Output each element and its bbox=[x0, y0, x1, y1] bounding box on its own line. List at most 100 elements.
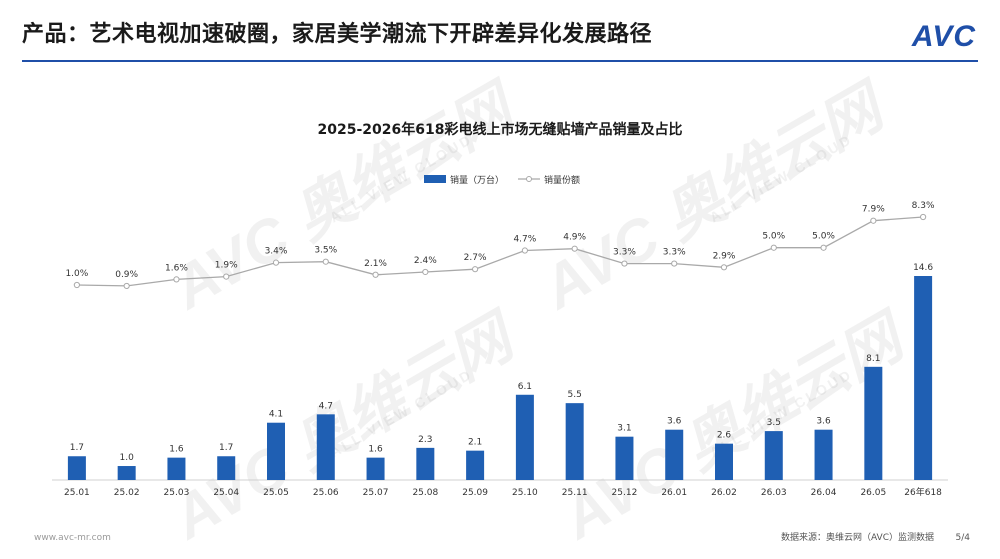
x-tick-label: 25.06 bbox=[313, 488, 339, 498]
bar-data-label: 4.1 bbox=[269, 410, 283, 420]
share-point bbox=[123, 282, 130, 290]
bar bbox=[366, 457, 385, 480]
avc-logo: AVC bbox=[911, 20, 976, 53]
x-tick-label: 25.08 bbox=[412, 488, 438, 498]
legend-line-marker bbox=[526, 176, 532, 182]
share-data-label: 7.9% bbox=[862, 205, 885, 215]
bar bbox=[665, 429, 684, 480]
share-data-label: 3.3% bbox=[613, 248, 636, 258]
x-tick-label: 25.02 bbox=[114, 488, 140, 498]
share-point bbox=[920, 213, 927, 221]
legend: 销量（万台） 销量份额 bbox=[424, 174, 580, 186]
legend-line-label: 销量份额 bbox=[544, 174, 580, 186]
share-data-label: 1.0% bbox=[65, 269, 88, 279]
x-tick-label: 25.10 bbox=[512, 488, 538, 498]
footer-website: www.avc-mr.com bbox=[34, 533, 111, 543]
share-point bbox=[521, 247, 528, 254]
bar-data-label: 14.6 bbox=[913, 263, 933, 273]
bar bbox=[316, 414, 335, 480]
share-data-label: 0.9% bbox=[115, 270, 138, 280]
share-data-label: 1.6% bbox=[165, 263, 188, 273]
bar bbox=[615, 436, 634, 480]
x-tick-label: 25.11 bbox=[562, 488, 588, 498]
x-tick-label: 25.03 bbox=[164, 488, 190, 498]
bar-data-label: 3.6 bbox=[816, 417, 831, 427]
bar bbox=[167, 457, 186, 480]
bar-data-label: 2.6 bbox=[717, 431, 732, 441]
legend-bar-swatch bbox=[424, 175, 446, 183]
x-tick-label: 25.07 bbox=[363, 488, 389, 498]
x-tick-label: 25.01 bbox=[64, 488, 90, 498]
bar-data-label: 5.5 bbox=[568, 390, 582, 400]
bar-data-label: 2.3 bbox=[418, 435, 432, 445]
x-tick-label: 25.04 bbox=[213, 488, 239, 498]
share-point bbox=[621, 260, 628, 267]
bar bbox=[67, 456, 86, 480]
share-point bbox=[870, 217, 877, 224]
legend-bar-label: 销量（万台） bbox=[450, 174, 504, 186]
footer-source: 数据来源：奥维云网（AVC）监测数据 bbox=[780, 533, 934, 543]
x-tick-label: 26.02 bbox=[711, 488, 737, 498]
share-point bbox=[820, 244, 827, 251]
bar bbox=[416, 447, 435, 480]
share-point bbox=[422, 268, 429, 276]
bar bbox=[565, 403, 584, 480]
share-point bbox=[671, 260, 678, 267]
page-title: 产品：艺术电视加速破圈，家居美学潮流下开辟差异化发展路径 bbox=[22, 22, 653, 47]
x-tick-label: 26年618 bbox=[904, 486, 942, 498]
share-point bbox=[472, 266, 479, 273]
share-point bbox=[272, 259, 280, 266]
header-divider bbox=[22, 60, 978, 62]
bar-data-label: 8.1 bbox=[866, 354, 880, 364]
bar-data-label: 1.6 bbox=[368, 445, 383, 455]
x-tick-label: 25.05 bbox=[263, 488, 289, 498]
bar-data-label: 3.5 bbox=[767, 418, 781, 428]
bar bbox=[466, 450, 485, 480]
share-data-label: 8.3% bbox=[912, 201, 935, 211]
share-data-label: 3.4% bbox=[265, 247, 288, 257]
bar-data-label: 3.6 bbox=[667, 417, 682, 427]
bar-data-label: 1.7 bbox=[219, 443, 233, 453]
bar bbox=[715, 443, 733, 480]
x-tick-label: 25.09 bbox=[462, 488, 488, 498]
share-point bbox=[720, 264, 728, 271]
share-point bbox=[322, 258, 329, 265]
share-data-label: 2.9% bbox=[713, 251, 736, 261]
share-data-label: 5.0% bbox=[762, 232, 785, 242]
share-data-label: 2.4% bbox=[414, 256, 437, 266]
bar bbox=[864, 366, 883, 480]
x-tick-label: 26.05 bbox=[860, 488, 886, 498]
bar-data-label: 1.6 bbox=[169, 445, 184, 455]
bar-data-label: 1.0 bbox=[120, 453, 135, 463]
bar-data-label: 2.1 bbox=[468, 438, 482, 448]
share-data-label: 4.9% bbox=[563, 233, 586, 243]
bar-data-label: 1.7 bbox=[70, 443, 84, 453]
share-data-label: 3.3% bbox=[663, 248, 686, 258]
share-point bbox=[223, 273, 230, 280]
share-point bbox=[73, 281, 80, 289]
share-data-label: 2.7% bbox=[464, 253, 487, 263]
bar-data-label: 6.1 bbox=[518, 382, 532, 392]
x-tick-label: 26.01 bbox=[661, 488, 687, 498]
share-data-label: 1.9% bbox=[215, 261, 238, 271]
bar bbox=[764, 431, 783, 480]
share-data-label: 2.1% bbox=[364, 259, 387, 269]
bar bbox=[515, 394, 534, 480]
bar bbox=[267, 422, 285, 480]
bar bbox=[814, 429, 833, 480]
x-tick-label: 25.12 bbox=[612, 488, 638, 498]
bar-data-label: 3.1 bbox=[617, 424, 631, 434]
share-data-label: 5.0% bbox=[812, 232, 835, 242]
x-tick-label: 26.03 bbox=[761, 488, 787, 498]
bar bbox=[117, 466, 136, 480]
share-point bbox=[571, 245, 578, 252]
share-data-label: 3.5% bbox=[314, 246, 337, 256]
x-tick-label: 26.04 bbox=[811, 488, 837, 498]
share-point bbox=[372, 271, 379, 278]
share-point bbox=[173, 276, 180, 283]
chart-title: 2025-2026年618彩电线上市场无缝贴墙产品销量及占比 bbox=[318, 121, 683, 138]
share-line bbox=[76, 216, 924, 287]
share-data-label: 4.7% bbox=[513, 235, 536, 245]
bar bbox=[217, 456, 236, 480]
